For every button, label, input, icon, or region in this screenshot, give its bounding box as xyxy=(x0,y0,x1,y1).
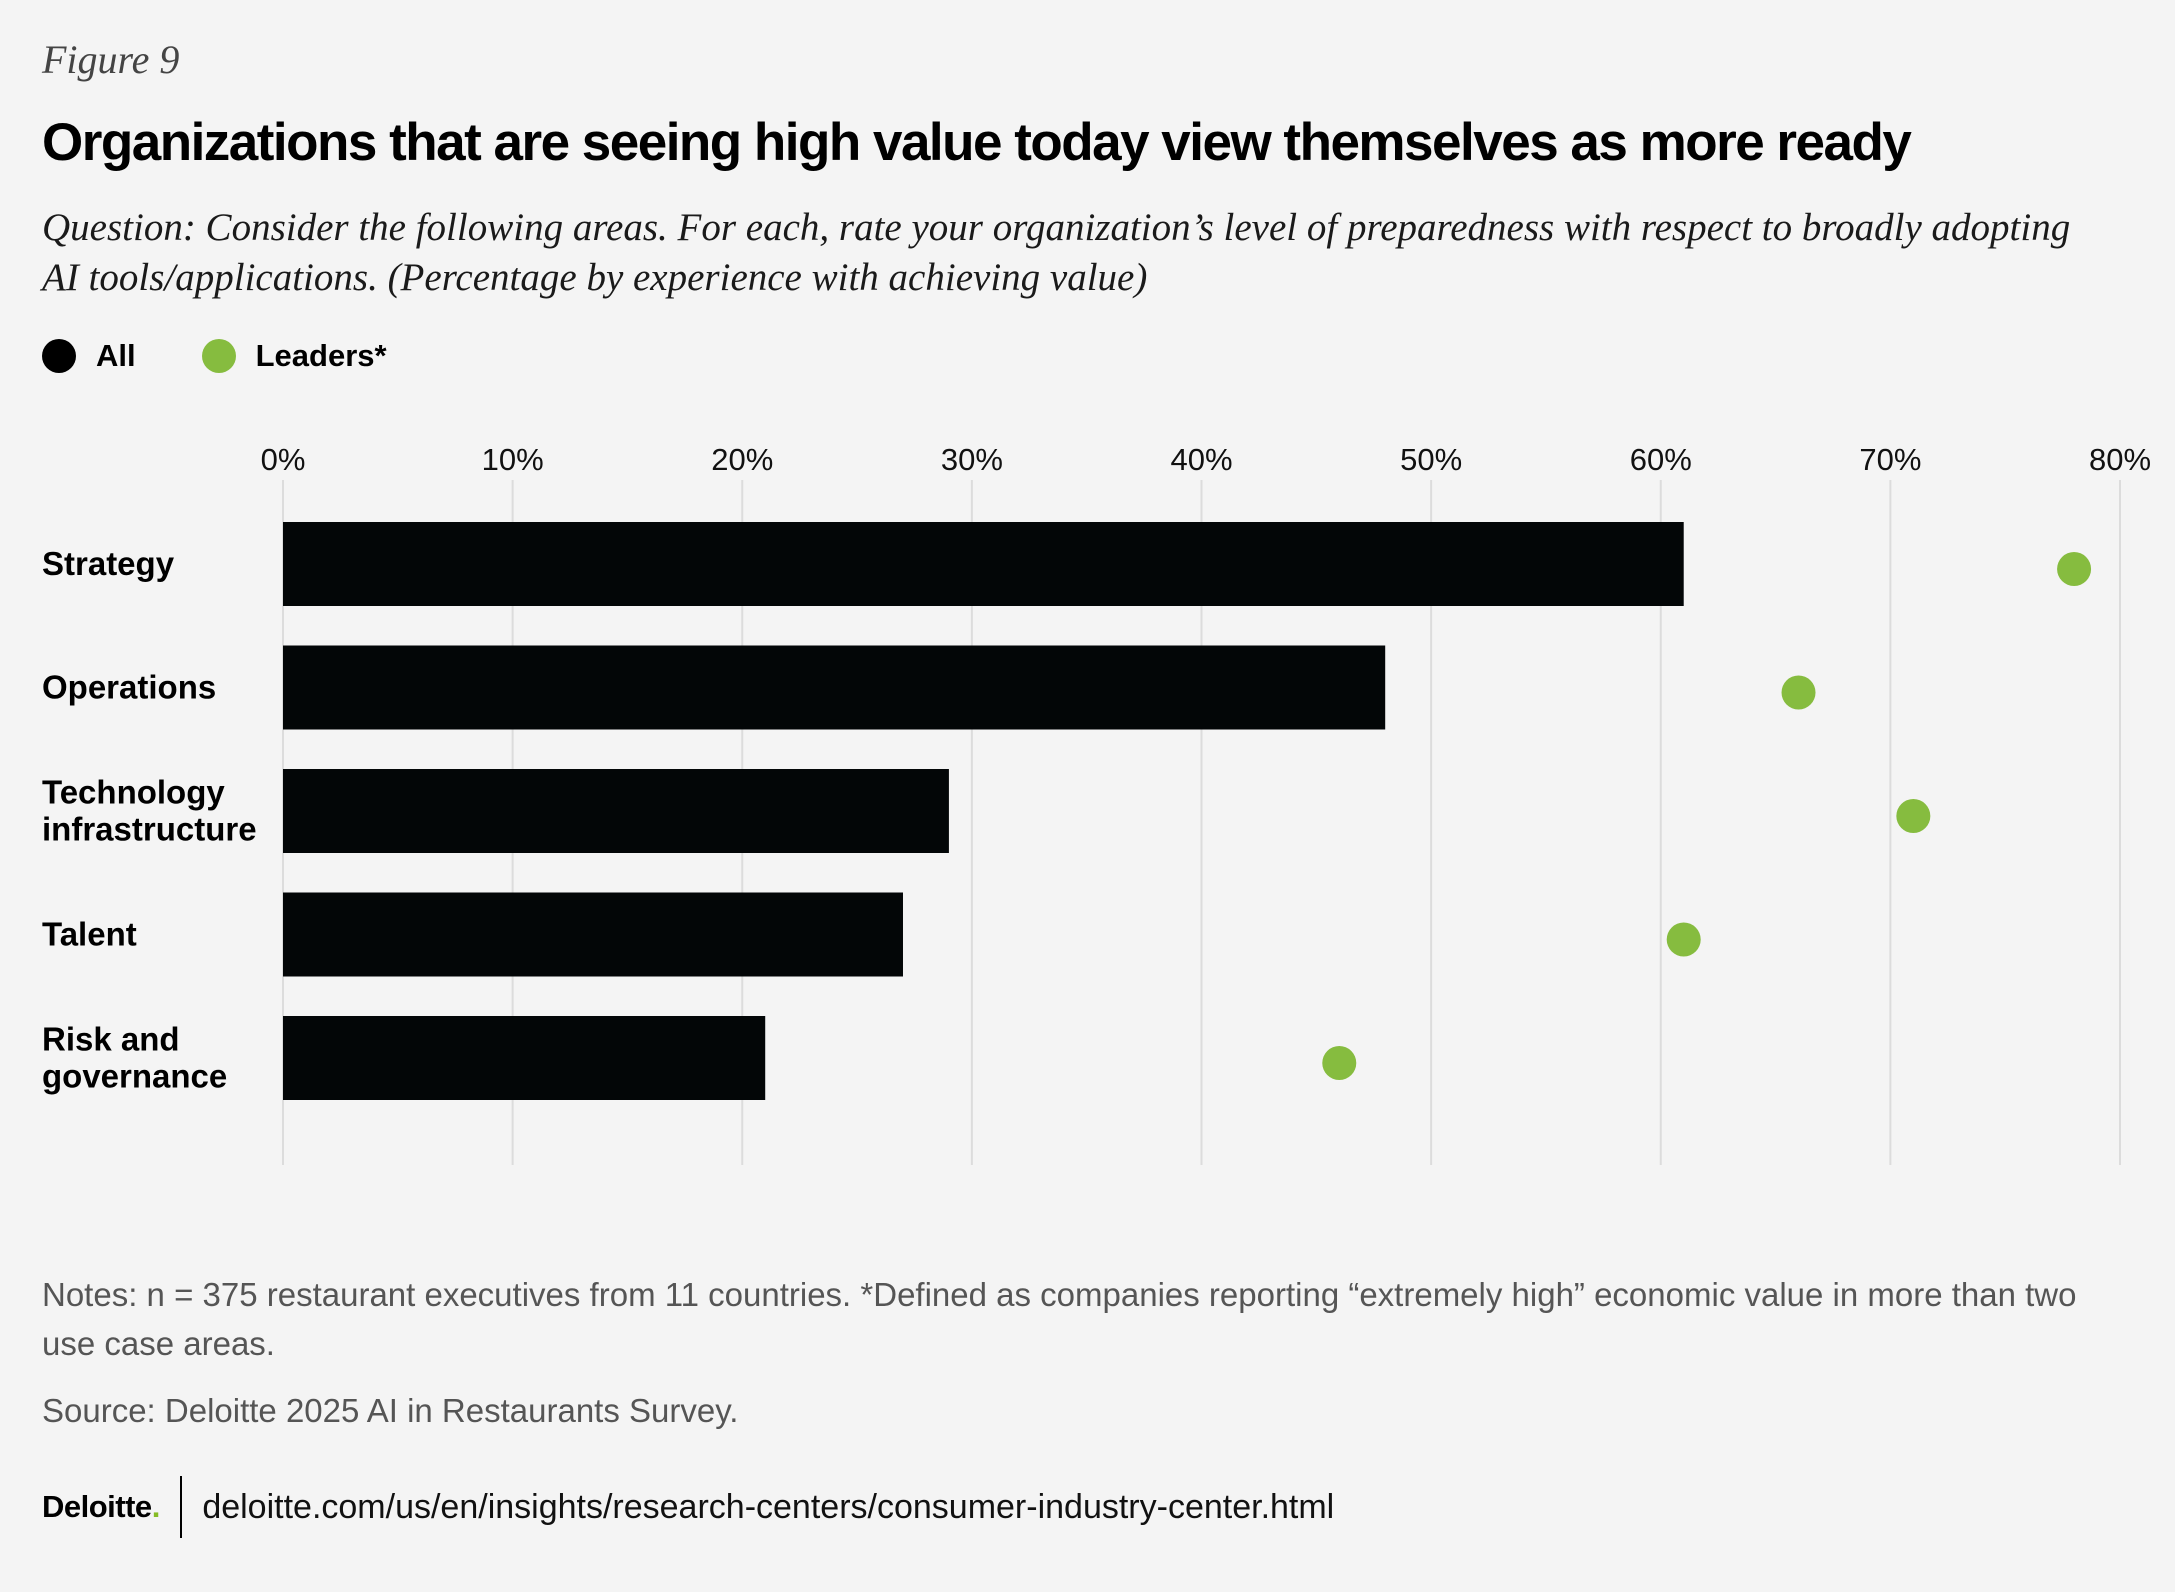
legend-label-all: All xyxy=(96,338,136,373)
chart-title: Organizations that are seeing high value… xyxy=(42,113,1912,172)
bar-chart: 0% 10% 20% 30% 40% 50% 60% 70% 80% Strategy Operat… xyxy=(42,442,2151,1165)
legend-item-leaders: Leaders* xyxy=(201,338,387,374)
dot-leaders xyxy=(1322,1046,1357,1080)
x-tick-label: 80% xyxy=(2089,442,2151,477)
chart-subtitle: Question: Consider the following areas. … xyxy=(42,206,2071,299)
dot-leaders xyxy=(1666,922,1701,957)
x-tick-label: 0% xyxy=(261,442,306,477)
footer-url[interactable]: deloitte.com/us/en/insights/research-cen… xyxy=(202,1487,1335,1526)
deloitte-logo: Deloitte xyxy=(42,1489,152,1524)
category-label: Strategy xyxy=(42,545,175,582)
category-label: Talent xyxy=(42,916,137,953)
footer-divider xyxy=(180,1476,183,1538)
x-tick-label: 10% xyxy=(482,442,544,477)
bar-all xyxy=(283,1016,766,1100)
dot-leaders xyxy=(1781,675,1816,710)
source: Source: Deloitte 2025 AI in Restaurants … xyxy=(42,1392,739,1429)
legend-label-leaders: Leaders* xyxy=(255,338,387,373)
legend: All Leaders* xyxy=(42,336,453,376)
bar-all xyxy=(283,892,903,977)
x-tick-label: 70% xyxy=(1859,442,1921,477)
bar-all xyxy=(283,645,1386,730)
x-tick-label: 30% xyxy=(941,442,1003,477)
footer: Deloitte . deloitte.com/us/en/insights/r… xyxy=(42,1476,1334,1538)
x-tick-label: 60% xyxy=(1630,442,1692,477)
x-tick-label: 40% xyxy=(1170,442,1232,477)
dot-leaders xyxy=(2057,552,2092,586)
notes: Notes: n = 375 restaurant executives fro… xyxy=(42,1276,2077,1362)
category-label: Risk and governance xyxy=(42,1021,227,1095)
dot-leaders xyxy=(1896,799,1931,833)
bar-all xyxy=(283,522,1684,606)
bar-all xyxy=(283,769,949,853)
category-label: Technology infrastructure xyxy=(42,774,257,848)
x-tick-label: 50% xyxy=(1400,442,1462,477)
category-label: Operations xyxy=(42,669,216,706)
legend-swatch-leaders xyxy=(201,339,236,373)
deloitte-logo-dot: . xyxy=(151,1489,161,1524)
legend-item-all: All xyxy=(42,338,136,374)
x-tick-label: 20% xyxy=(711,442,773,477)
legend-swatch-all xyxy=(42,339,76,373)
figure-label: Figure 9 xyxy=(42,37,180,82)
